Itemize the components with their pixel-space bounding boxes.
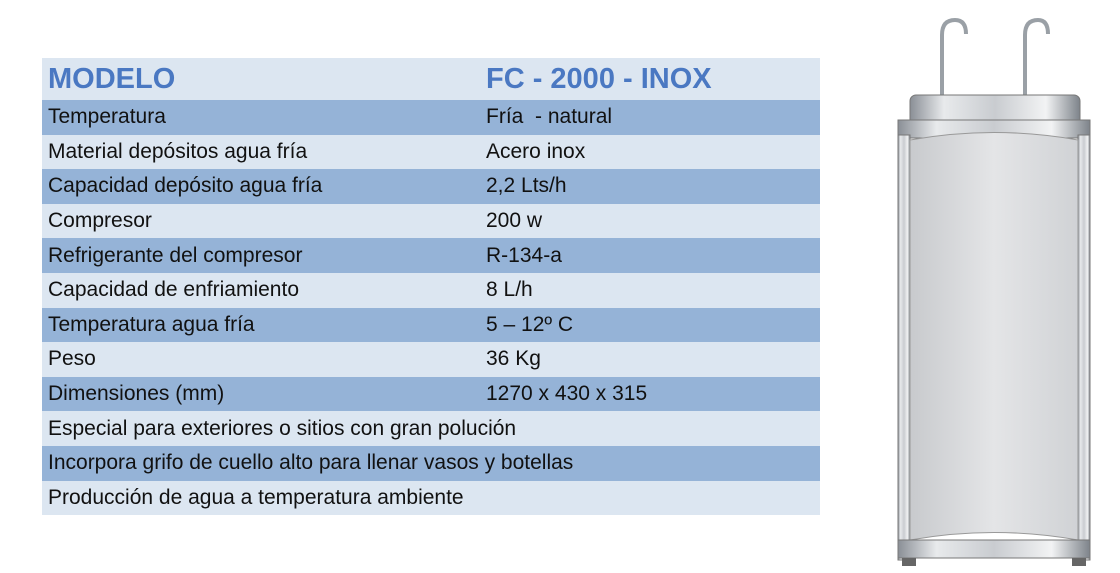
table-row: Dimensiones (mm) 1270 x 430 x 315 [42, 376, 820, 412]
cell: Especial para exteriores o sitios con gr… [48, 416, 517, 440]
cell: Capacidad de enfriamiento [48, 278, 299, 302]
cell: Acero inox [486, 139, 586, 163]
cell: 36 Kg [486, 347, 541, 371]
table-row: Peso 36 Kg [42, 342, 820, 377]
cell: 5 – 12º C [486, 312, 574, 336]
header-row: MODELO FC - 2000 - INOX [42, 58, 820, 100]
table-row: Incorpora grifo de cuello alto para llen… [42, 445, 820, 481]
cell: Compresor [48, 209, 152, 233]
spec-table: MODELO FC - 2000 - INOX Temperatura Fría - … [42, 58, 820, 516]
cell: Incorpora grifo de cuello alto para llen… [48, 451, 574, 475]
cell: Material depósitos agua fría [48, 139, 308, 163]
cell: Dimensiones (mm) [48, 382, 225, 406]
table-row: Temperatura agua fría 5 – 12º C [42, 307, 820, 343]
table-row: Compresor 200 w [42, 203, 820, 239]
table-row: Producción de agua a temperatura ambient… [42, 480, 820, 516]
cell: 1270 x 430 x 315 [486, 382, 648, 406]
cell: R-134-a [486, 243, 562, 267]
product-image [897, 17, 1091, 566]
table-row: Especial para exteriores o sitios con gr… [42, 411, 820, 446]
cell: Refrigerante del compresor [48, 243, 303, 267]
cell: Peso [48, 347, 96, 371]
table-row: Refrigerante del compresor R-134-a [42, 238, 820, 273]
cell: MODELO [48, 62, 176, 95]
table-row: Material depósitos agua fría Acero inox [42, 134, 820, 170]
cell: 200 w [486, 209, 543, 233]
cell: FC - 2000 - INOX [486, 62, 712, 95]
cell: 2,2 Lts/h [486, 174, 567, 198]
cell: Temperatura agua fría [48, 312, 255, 336]
cell: Capacidad depósito agua fría [48, 174, 323, 198]
cell: Producción de agua a temperatura ambient… [48, 485, 464, 509]
table-row: Capacidad depósito agua fría 2,2 Lts/h [42, 169, 820, 204]
cell: Fría - natural [486, 105, 613, 129]
cell: Temperatura [48, 105, 166, 129]
cell: 8 L/h [486, 278, 533, 302]
table-row: Capacidad de enfriamiento 8 L/h [42, 272, 820, 308]
table-row: Temperatura Fría - natural [42, 100, 820, 135]
